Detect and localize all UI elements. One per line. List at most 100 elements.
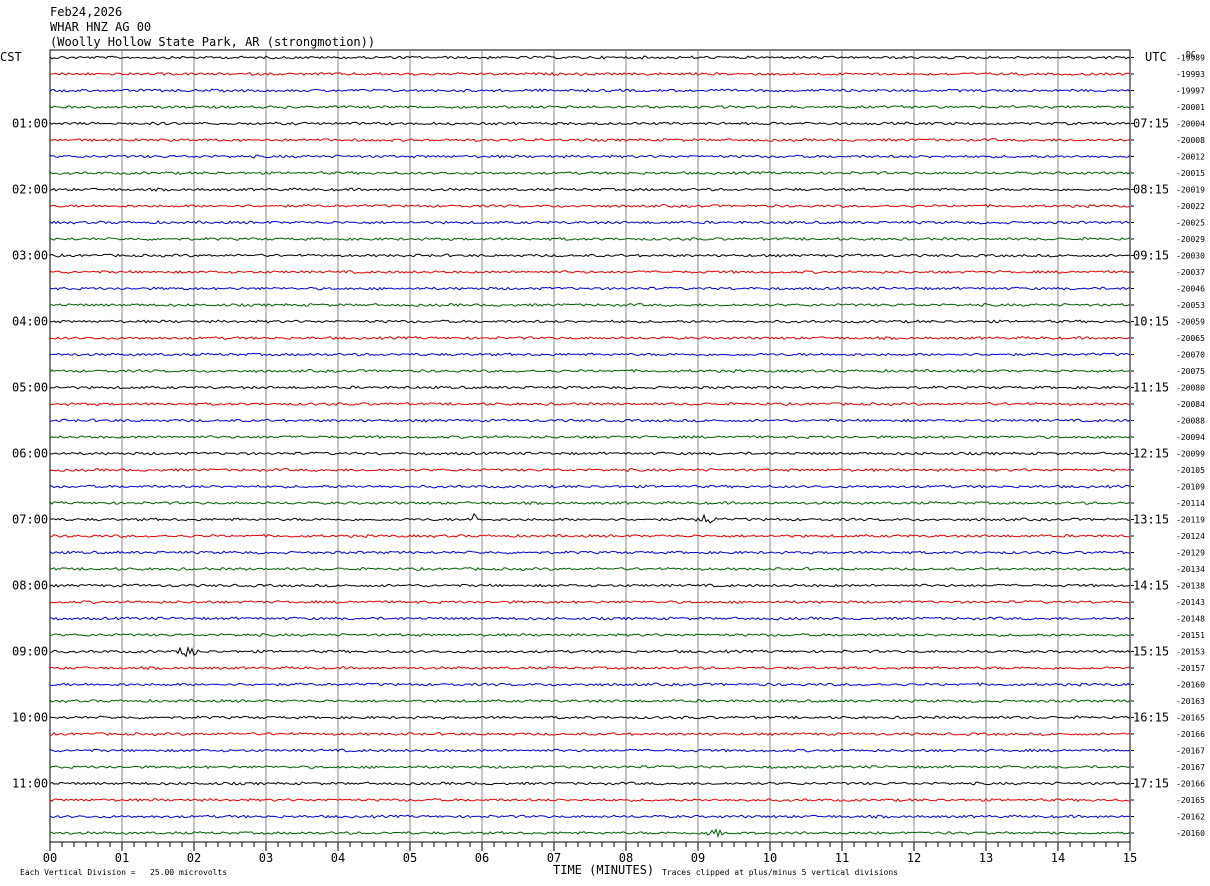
x-tick-label: 15 xyxy=(1123,851,1137,865)
seismic-trace xyxy=(49,203,1131,209)
dc-offset-label: -20160 xyxy=(1176,681,1205,690)
seismic-trace xyxy=(49,71,1131,76)
plot-frame xyxy=(49,49,1131,843)
x-tick-label: 07 xyxy=(547,851,561,865)
right-hour-label: 10:15 xyxy=(1133,315,1169,329)
right-hour-label: 09:15 xyxy=(1133,249,1169,263)
seismic-trace xyxy=(49,533,1131,539)
left-hour-label: 01:00 xyxy=(12,117,48,131)
seismic-trace xyxy=(49,451,1131,456)
x-tick-label: 10 xyxy=(763,851,777,865)
dc-offset-label: -20022 xyxy=(1176,202,1205,211)
seismic-trace xyxy=(49,220,1131,225)
right-timezone-label: UTC xyxy=(1145,50,1167,64)
dc-offset-label: -20167 xyxy=(1176,747,1205,756)
dc-offset-label: -20124 xyxy=(1176,532,1205,541)
dc-offset-label: -20012 xyxy=(1176,153,1205,162)
right-hour-label: 12:15 xyxy=(1133,447,1169,461)
seismic-trace xyxy=(49,434,1131,440)
dc-offset-label: -20099 xyxy=(1176,450,1205,459)
dc-offset-label: -20143 xyxy=(1176,598,1205,607)
seismic-trace xyxy=(49,286,1131,291)
right-hour-label: 07:15 xyxy=(1133,117,1169,131)
seismic-trace xyxy=(49,484,1131,489)
seismic-trace xyxy=(49,797,1131,803)
dc-offset-label: -20105 xyxy=(1176,466,1205,475)
seismic-trace xyxy=(49,467,1131,473)
seismic-trace xyxy=(49,682,1131,687)
seismic-trace xyxy=(49,236,1131,242)
right-hour-label: 16:15 xyxy=(1133,711,1169,725)
x-tick-label: 05 xyxy=(403,851,417,865)
seismic-trace xyxy=(49,137,1131,143)
left-hour-label: 08:00 xyxy=(12,579,48,593)
seismic-trace xyxy=(49,748,1131,753)
seismic-trace xyxy=(49,632,1131,638)
seismic-trace xyxy=(49,187,1131,192)
dc-offset-label: -20001 xyxy=(1176,103,1205,112)
seismic-trace xyxy=(49,645,1131,658)
seismic-trace xyxy=(49,715,1131,720)
x-tick-label: 11 xyxy=(835,851,849,865)
dc-offset-label: -20046 xyxy=(1176,285,1205,294)
left-hour-label: 02:00 xyxy=(12,183,48,197)
left-hour-label: 07:00 xyxy=(12,513,48,527)
seismic-trace xyxy=(49,566,1131,572)
seismic-trace xyxy=(49,583,1131,588)
dc-offset-label: -20088 xyxy=(1176,417,1205,426)
dc-offset-label: -19997 xyxy=(1176,87,1205,96)
dc-offset-label: -20008 xyxy=(1176,136,1205,145)
seismic-trace xyxy=(49,104,1131,110)
seismic-trace xyxy=(49,781,1131,786)
dc-offset-label: -20129 xyxy=(1176,549,1205,558)
x-tick-label: 09 xyxy=(691,851,705,865)
x-tick-label: 12 xyxy=(907,851,921,865)
seismic-trace xyxy=(49,121,1131,126)
seismic-trace xyxy=(49,253,1131,258)
dc-offset-label: -20165 xyxy=(1176,714,1205,723)
x-tick-label: 13 xyxy=(979,851,993,865)
dc-offset-label: -20025 xyxy=(1176,219,1205,228)
seismic-trace xyxy=(49,764,1131,770)
seismic-trace xyxy=(49,665,1131,671)
dc-offset-label: -20114 xyxy=(1176,499,1205,508)
seismic-trace xyxy=(49,616,1131,621)
left-timezone-label: CST xyxy=(0,50,22,64)
seismic-trace xyxy=(49,731,1131,737)
seismic-trace xyxy=(49,550,1131,555)
dc-offset-label: -20138 xyxy=(1176,582,1205,591)
x-tick-label: 04 xyxy=(331,851,345,865)
dc-offset-label: -19993 xyxy=(1176,70,1205,79)
x-tick-label: 06 xyxy=(475,851,489,865)
seismic-trace xyxy=(49,154,1131,159)
seismic-trace xyxy=(49,500,1131,506)
clip-note: Traces clipped at plus/minus 5 vertical … xyxy=(662,868,899,877)
seismic-trace xyxy=(49,401,1131,407)
seismic-trace xyxy=(49,170,1131,176)
dc-offset-label: -20119 xyxy=(1176,516,1205,525)
right-hour-label: 11:15 xyxy=(1133,381,1169,395)
dc-offset-label: -20070 xyxy=(1176,351,1205,360)
x-tick-label: 01 xyxy=(115,851,129,865)
seismic-trace xyxy=(49,599,1131,605)
left-hour-label: 04:00 xyxy=(12,315,48,329)
dc-offset-label: -20080 xyxy=(1176,384,1205,393)
seismic-trace xyxy=(49,302,1131,307)
seismic-trace xyxy=(49,418,1131,423)
left-hour-label: 11:00 xyxy=(12,777,48,791)
seismic-trace xyxy=(49,319,1131,324)
dc-offset-label: -20059 xyxy=(1176,318,1205,327)
dc-offset-label: -20053 xyxy=(1176,301,1205,310)
seismic-trace xyxy=(49,368,1131,374)
dc-offset-label: -20160 xyxy=(1176,829,1205,838)
right-hour-label: 08:15 xyxy=(1133,183,1169,197)
dc-offset-label: -20030 xyxy=(1176,252,1205,261)
dc-offset-label: -20134 xyxy=(1176,565,1205,574)
seismic-trace xyxy=(49,335,1131,341)
dc-offset-label: -20163 xyxy=(1176,697,1205,706)
dc-offset-label: -20153 xyxy=(1176,648,1205,657)
scale-note: Each Vertical Division = 25.00 microvolt… xyxy=(20,868,228,877)
left-hour-label: 05:00 xyxy=(12,381,48,395)
dc-offset-label: -20029 xyxy=(1176,235,1205,244)
